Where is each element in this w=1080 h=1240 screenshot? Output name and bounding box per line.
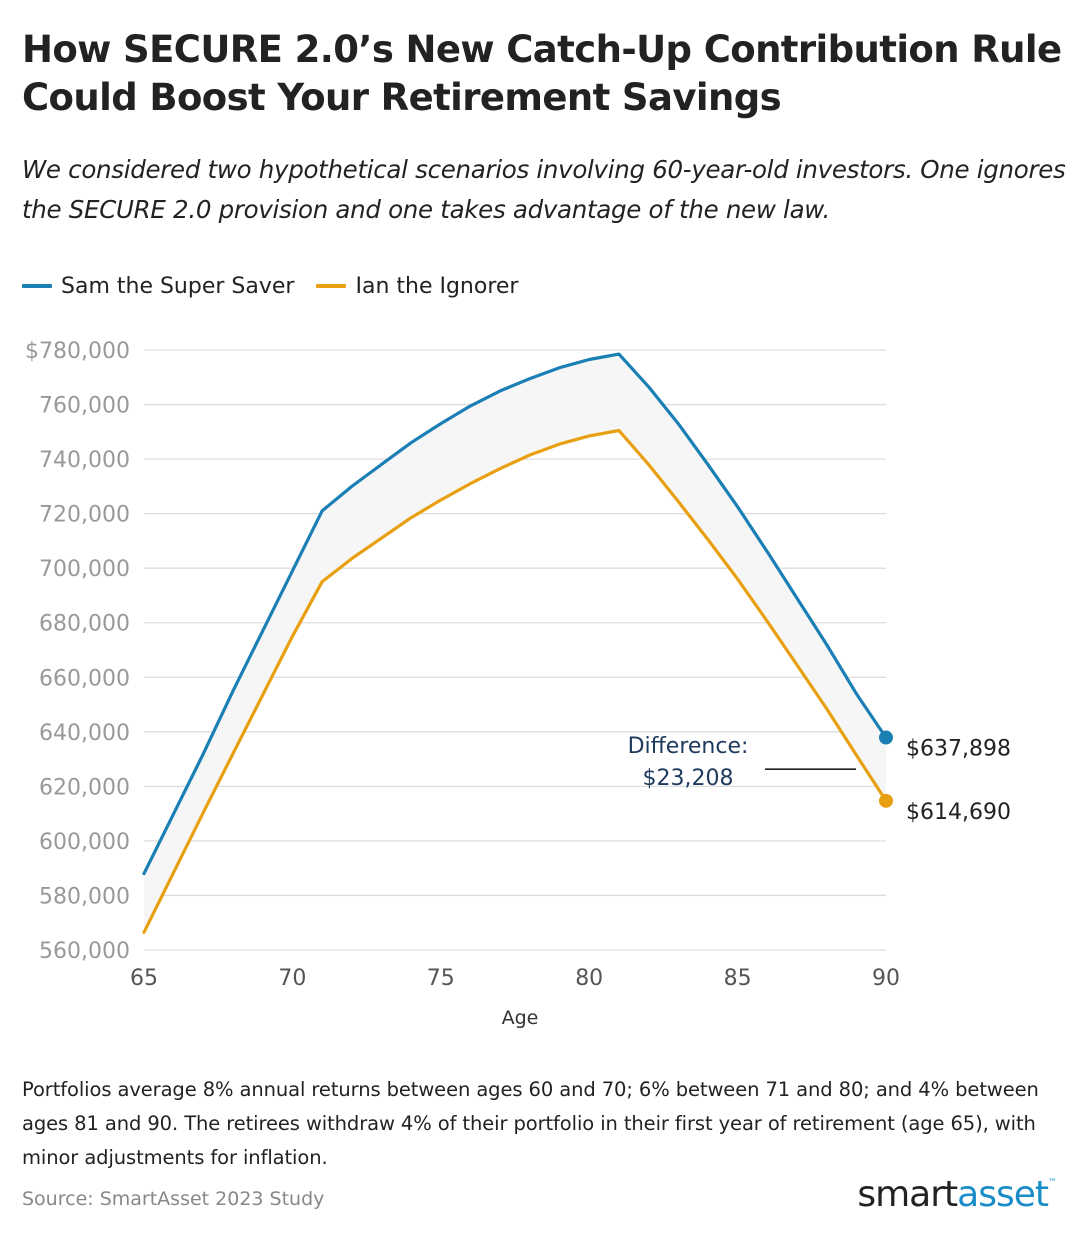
difference-annotation-title: Difference: <box>628 734 749 759</box>
y-tick-label: 560,000 <box>39 939 130 964</box>
legend-swatch-ian <box>316 284 347 288</box>
legend-swatch-sam <box>22 284 52 288</box>
y-tick-label: 720,000 <box>39 503 130 528</box>
x-tick-label: 70 <box>278 966 306 991</box>
y-tick-label: 660,000 <box>39 666 130 691</box>
x-tick-label: 85 <box>724 966 752 991</box>
logo-trademark: ™ <box>1048 1178 1057 1188</box>
x-tick-label: 65 <box>130 966 158 991</box>
chart-title: How SECURE 2.0’s New Catch-Up Contributi… <box>22 28 1062 119</box>
footnote: Portfolios average 8% annual returns bet… <box>22 1078 1039 1169</box>
legend-label-sam: Sam the Super Saver <box>61 273 295 299</box>
source-note: Source: SmartAsset 2023 Study <box>22 1188 325 1210</box>
x-tick-label: 80 <box>575 966 603 991</box>
difference-area <box>144 354 886 933</box>
y-tick-label: 680,000 <box>39 612 130 637</box>
y-tick-label: 580,000 <box>39 884 130 909</box>
y-tick-label: 640,000 <box>39 721 130 746</box>
logo-text-asset: asset <box>957 1174 1049 1215</box>
difference-annotation-value: $23,208 <box>643 766 734 791</box>
end-point-sam <box>879 730 893 745</box>
x-tick-label: 75 <box>427 966 455 991</box>
y-tick-label: 600,000 <box>39 830 130 855</box>
smartasset-logo: smartasset™ <box>857 1174 1057 1215</box>
y-tick-label: 700,000 <box>39 557 130 582</box>
legend-item-sam: Sam the Super Saver <box>22 274 294 299</box>
line-chart: 560,000 580,000 600,000 620,000 640,000 660,0… <box>25 339 1011 1029</box>
y-tick-label: 760,000 <box>39 394 130 419</box>
legend-item-ian: Ian the Ignorer <box>316 274 518 299</box>
logo-text-smart: smart <box>857 1174 958 1215</box>
x-axis-label: Age <box>502 1007 539 1029</box>
y-tick-label: 620,000 <box>39 775 130 800</box>
legend-label-ian: Ian the Ignorer <box>355 273 519 299</box>
series-line-sam <box>142 352 888 876</box>
end-point-ian <box>879 793 893 808</box>
legend: Sam the Super Saver Ian the Ignorer <box>22 268 518 304</box>
chart-subtitle: We considered two hypothetical scenarios… <box>22 155 1066 224</box>
y-tick-label: 740,000 <box>39 448 130 473</box>
end-label-sam: $637,898 <box>906 737 1011 762</box>
x-tick-label: 90 <box>872 966 900 991</box>
end-label-ian: $614,690 <box>906 800 1011 825</box>
y-tick-label: $780,000 <box>25 339 130 364</box>
series-line-ian <box>142 428 888 934</box>
